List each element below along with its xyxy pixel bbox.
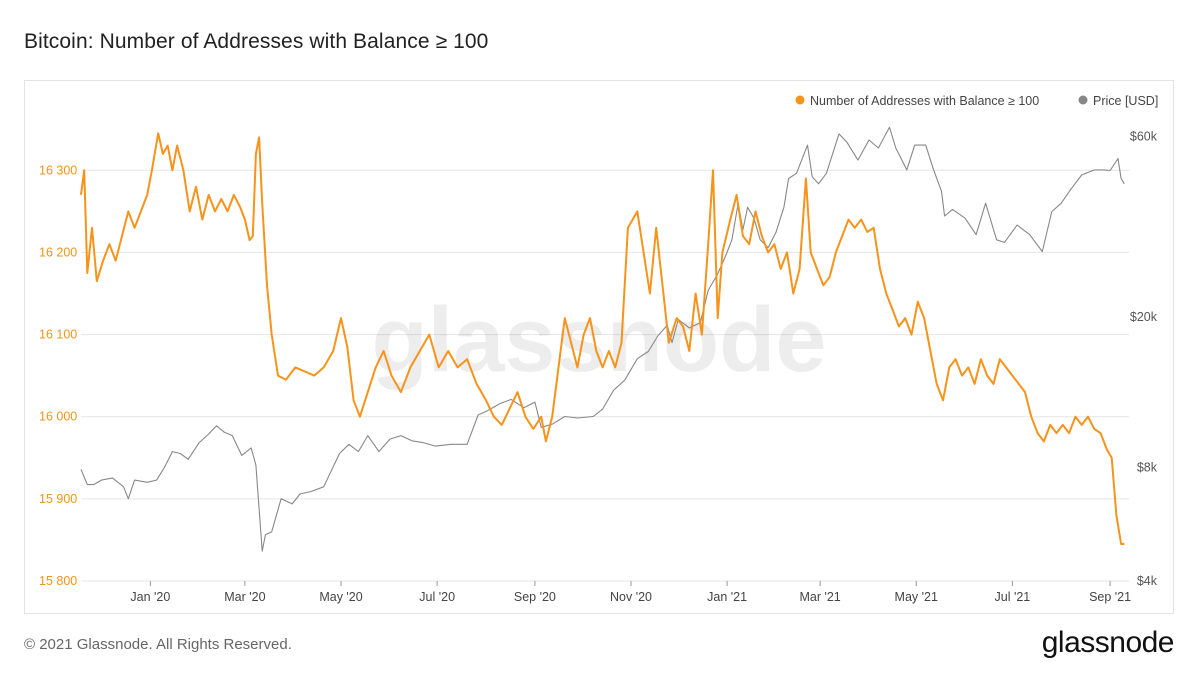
x-tick-label: Jan '20 xyxy=(130,590,170,604)
x-tick-label: Sep '20 xyxy=(514,590,556,604)
page-title: Bitcoin: Number of Addresses with Balanc… xyxy=(24,30,489,53)
y-left-tick-label: 16 300 xyxy=(39,163,77,177)
x-tick-label: May '21 xyxy=(895,590,938,604)
x-tick-label: Jan '21 xyxy=(707,590,747,604)
x-tick-label: May '20 xyxy=(319,590,362,604)
footer-copyright: © 2021 Glassnode. All Rights Reserved. xyxy=(24,636,292,653)
y-left-tick-label: 15 900 xyxy=(39,492,77,506)
y-left-tick-label: 16 200 xyxy=(39,245,77,259)
x-tick-label: Mar '21 xyxy=(799,590,840,604)
y-left-tick-label: 15 800 xyxy=(39,574,77,588)
series-layer xyxy=(80,126,1125,552)
legend-marker-addresses xyxy=(795,95,805,105)
y-left-tick-label: 16 100 xyxy=(39,328,77,342)
chart-svg: glassnode 15 800 15 900 16 000 16 100 16 200… xyxy=(39,94,1158,604)
x-tick-label: Jul '20 xyxy=(419,590,455,604)
y-right-tick-label: $8k xyxy=(1137,460,1158,474)
y-right-tick-label: $4k xyxy=(1137,574,1158,588)
axis-layer: 15 800 15 900 16 000 16 100 16 200 16 300 $4k $… xyxy=(39,130,1158,604)
x-tick-label: Jul '21 xyxy=(995,590,1031,604)
legend-label-addresses: Number of Addresses with Balance ≥ 100 xyxy=(810,94,1039,108)
chart-legend: Number of Addresses with Balance ≥ 100 P… xyxy=(795,94,1158,108)
x-tick-label: Mar '20 xyxy=(224,590,265,604)
y-left-tick-label: 16 000 xyxy=(39,410,77,424)
y-right-tick-label: $20k xyxy=(1130,310,1158,324)
series-line-price xyxy=(80,126,1125,552)
legend-marker-price xyxy=(1078,95,1088,105)
watermark: glassnode xyxy=(371,289,826,391)
chart-card: glassnode 15 800 15 900 16 000 16 100 16 200… xyxy=(24,80,1174,614)
y-right-tick-label: $60k xyxy=(1130,130,1158,144)
glassnode-logo[interactable]: glassnode xyxy=(1041,626,1175,659)
legend-label-price: Price [USD] xyxy=(1093,94,1158,108)
series-line-addresses xyxy=(80,132,1125,545)
x-tick-label: Sep '21 xyxy=(1089,590,1131,604)
x-tick-label: Nov '20 xyxy=(610,590,652,604)
